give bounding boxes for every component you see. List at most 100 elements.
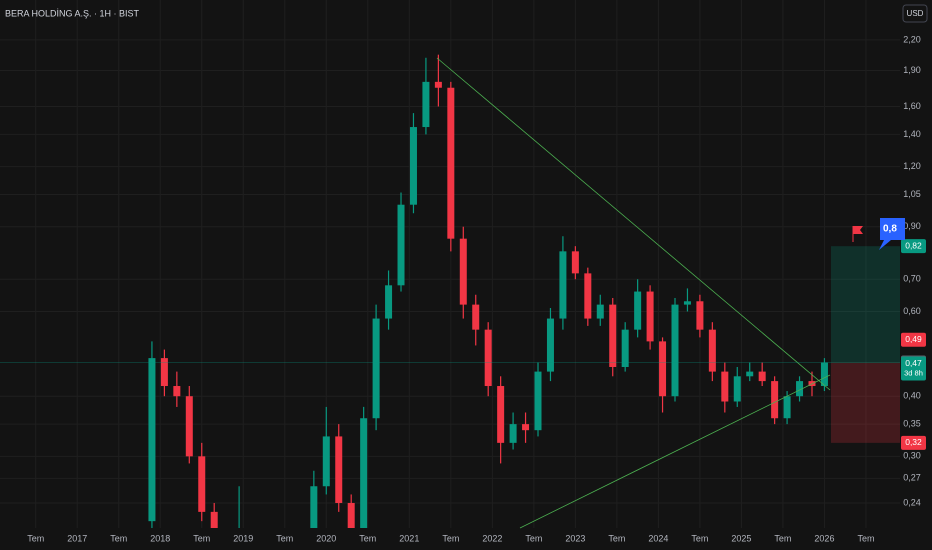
candle-body	[534, 371, 542, 431]
chart-title: BERA HOLDİNG A.Ş. · 1H · BIST	[5, 8, 140, 18]
candle-body	[198, 456, 206, 512]
x-tick-label: 2021	[399, 533, 419, 543]
candle-body	[472, 304, 480, 330]
candles	[148, 54, 828, 528]
y-tick-label: 0,60	[903, 306, 921, 316]
y-tick-label: 0,24	[903, 497, 921, 507]
x-tick-label: 2020	[316, 533, 336, 543]
x-tick-label: 2023	[565, 533, 585, 543]
candle-body	[609, 304, 617, 368]
y-tick-label: 1,05	[903, 189, 921, 199]
candle-body	[422, 81, 430, 128]
currency-button[interactable]	[902, 4, 928, 23]
profit-zone	[831, 246, 900, 363]
candle-body	[783, 396, 791, 419]
x-tick-label: 2026	[814, 533, 834, 543]
y-tick-label: 0,90	[903, 221, 921, 231]
candle-body	[409, 127, 417, 205]
candle-body	[659, 341, 667, 397]
x-tick-label: Tem	[193, 533, 210, 543]
y-tick-label: 0,70	[903, 274, 921, 284]
candle-body	[820, 362, 828, 387]
flag	[853, 226, 863, 234]
candle-body	[584, 273, 592, 319]
x-tick-label: Tem	[857, 533, 874, 543]
y-tick-label: 1,90	[903, 65, 921, 75]
candle-body	[683, 301, 691, 305]
x-tick-label: Tem	[27, 533, 44, 543]
candle-body	[360, 418, 368, 528]
y-tick-label: 0,40	[903, 391, 921, 401]
candle-body	[397, 204, 405, 286]
candle-body	[347, 502, 355, 528]
candle-body	[484, 329, 492, 387]
candle-body	[758, 371, 766, 382]
callout-box	[879, 218, 905, 250]
countdown: 3d 8h	[904, 368, 923, 377]
y-tick-label: 2,20	[903, 34, 921, 44]
entry-label-box	[901, 356, 926, 381]
callout: 0,8	[883, 224, 897, 235]
y-tick-label: 0,35	[903, 418, 921, 428]
candle-body	[771, 381, 779, 419]
candle-body	[434, 81, 442, 88]
x-tick-label: 2019	[233, 533, 253, 543]
candle-body	[310, 486, 318, 528]
candle-body	[721, 371, 729, 402]
candle-body	[497, 386, 505, 443]
y-tick-label: 1,20	[903, 161, 921, 171]
candle-body	[459, 238, 467, 305]
candle-body	[210, 511, 218, 528]
candle-body	[746, 371, 754, 377]
candle-body	[646, 291, 654, 342]
price-label-box	[901, 332, 926, 347]
candle-body	[634, 291, 642, 330]
stop-label: 0,32	[905, 437, 922, 447]
trend-line	[519, 374, 831, 529]
candle-body	[671, 304, 679, 397]
candle-body	[596, 304, 604, 319]
price-label: 0,49	[905, 334, 922, 344]
candle-body	[696, 301, 704, 330]
candle-body	[571, 251, 579, 274]
candle-body	[621, 329, 629, 368]
x-tick-label: Tem	[359, 533, 376, 543]
x-tick-label: Tem	[276, 533, 293, 543]
x-tick-label: 2022	[482, 533, 502, 543]
loss-zone	[831, 362, 900, 443]
candle-body	[335, 436, 343, 503]
x-tick-label: Tem	[442, 533, 459, 543]
grid	[0, 0, 900, 528]
y-tick-label: 0,27	[903, 473, 921, 483]
x-tick-label: 2024	[648, 533, 668, 543]
candle-body	[447, 87, 455, 239]
candle-body	[322, 436, 330, 487]
x-tick-label: Tem	[525, 533, 542, 543]
candle-body	[733, 376, 741, 402]
candle-body	[522, 424, 530, 431]
x-tick-label: Tem	[691, 533, 708, 543]
trend-line	[436, 57, 831, 391]
overlay: 2,20 1,90 1,60 1,40 1,20 1,05 0,90 0,70 0,60 0,40…	[0, 34, 926, 543]
y-tick-label: 1,40	[903, 129, 921, 139]
x-tick-label: 2025	[731, 533, 751, 543]
x-tick-label: 2018	[150, 533, 170, 543]
candle-body	[546, 318, 554, 372]
x-tick-label: 2017	[67, 533, 87, 543]
candle-body	[796, 381, 804, 397]
candle-body	[173, 386, 181, 397]
y-tick-label: 1,60	[903, 101, 921, 111]
target-label: 0,82	[905, 240, 922, 250]
x-tick-label: Tem	[774, 533, 791, 543]
candle-body	[559, 251, 567, 319]
x-tick-label: Tem	[110, 533, 127, 543]
y-tick-label: 0,30	[903, 451, 921, 461]
stop-label-box	[901, 435, 926, 450]
candle-body	[385, 285, 393, 319]
candle-body	[185, 396, 193, 457]
candle-body	[509, 424, 517, 443]
candle-body	[372, 318, 380, 419]
target-label-box	[901, 239, 926, 254]
currency[interactable]: USD	[907, 9, 924, 18]
